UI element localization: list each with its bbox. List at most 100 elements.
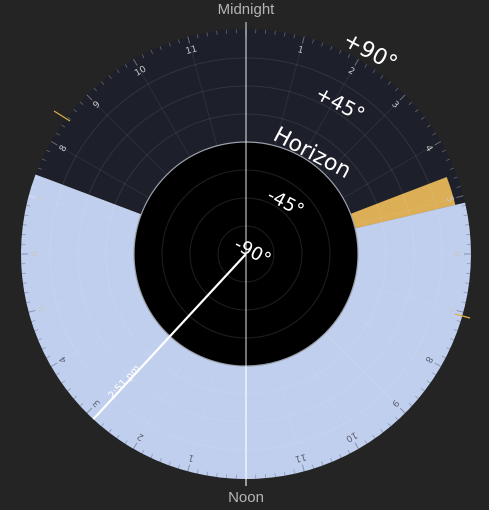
hour-tick: [28, 195, 36, 199]
hour-tick: [46, 355, 51, 359]
hour-tick: [124, 64, 128, 68]
hour-tick: [274, 30, 276, 35]
hour-label: 2: [136, 431, 146, 443]
hour-tick: [50, 362, 58, 367]
hour-tick: [354, 442, 359, 450]
hour-label: 1: [187, 452, 195, 463]
hour-gridline: [342, 309, 437, 365]
hour-tick: [67, 388, 71, 392]
hour-tick: [274, 473, 276, 478]
hour-tick: [108, 75, 112, 79]
sunrise-horizon-line: [53, 110, 71, 122]
hour-tick: [46, 149, 51, 153]
hour-tick: [150, 454, 153, 459]
hour-tick: [465, 282, 470, 284]
hour-tick: [141, 54, 145, 59]
hour-tick: [432, 132, 436, 136]
hour-tick: [26, 204, 31, 207]
hour-tick: [330, 458, 333, 463]
hour-tick: [293, 469, 296, 474]
hour-tick: [387, 423, 391, 427]
hour-tick: [79, 403, 84, 407]
hour-tick: [31, 186, 36, 188]
hour-tick: [101, 423, 105, 427]
hour-tick: [61, 124, 66, 128]
hour-tick: [441, 355, 446, 359]
hour-tick: [339, 49, 342, 54]
hour-label: 8: [422, 354, 434, 364]
hour-tick: [37, 167, 42, 170]
hour-tick: [434, 141, 442, 146]
hour-tick: [168, 42, 171, 47]
current-time-hand[interactable]: [92, 253, 247, 420]
hour-tick: [178, 464, 180, 469]
hour-tick: [446, 158, 451, 161]
hour-tick: [216, 30, 218, 35]
hour-tick: [22, 224, 27, 226]
hour-gridline: [301, 350, 357, 445]
hour-tick: [387, 81, 391, 85]
hour-tick: [22, 282, 27, 284]
hour-tick: [312, 464, 314, 469]
hour-gridline: [90, 332, 168, 410]
hour-tick: [73, 109, 77, 113]
sunset-horizon-line: [454, 313, 471, 319]
hour-label: 3: [92, 397, 103, 408]
hour-tick: [178, 39, 180, 44]
noon-label: Noon: [228, 489, 264, 506]
hour-tick: [347, 54, 351, 59]
hour-gridline: [324, 98, 402, 176]
hour-tick: [461, 301, 466, 304]
hour-tick: [453, 176, 458, 179]
hour-label: 5: [444, 195, 455, 203]
hour-gridline: [33, 196, 138, 226]
hour-tick: [116, 434, 120, 439]
hour-tick: [465, 224, 470, 226]
hour-tick: [415, 109, 419, 113]
hour-tick: [101, 81, 105, 85]
hour-tick: [133, 442, 138, 450]
hour-tick: [67, 116, 71, 120]
hour-gridline: [135, 350, 191, 445]
hour-tick: [364, 440, 368, 444]
hour-tick: [456, 320, 461, 322]
hour-tick: [26, 301, 31, 304]
hour-tick: [372, 434, 376, 439]
hour-tick: [432, 372, 436, 376]
hour-tick: [415, 395, 419, 399]
hour-tick: [206, 471, 208, 476]
hour-tick: [380, 429, 384, 433]
hour-tick: [347, 449, 351, 454]
hour-gridline: [55, 309, 150, 365]
hour-tick: [206, 32, 208, 37]
hour-tick: [37, 338, 42, 341]
hour-label: 6: [452, 251, 462, 257]
hour-gridline: [188, 362, 218, 467]
hour-gridline: [301, 63, 357, 158]
hour-tick: [133, 58, 138, 66]
hour-tick: [187, 36, 191, 44]
hour-tick: [34, 329, 39, 332]
hour-tick: [24, 214, 29, 216]
hour-tick: [426, 124, 431, 128]
hour-tick: [108, 429, 112, 433]
hour-tick: [56, 132, 60, 136]
hour-tick: [372, 69, 376, 74]
hour-label: 1: [296, 45, 304, 56]
hour-tick: [86, 407, 93, 414]
hour-tick: [330, 45, 333, 50]
hour-gridline: [33, 282, 138, 312]
hour-tick: [456, 309, 464, 313]
evening-golden-hour-sector: [350, 176, 456, 229]
hour-label: 2: [346, 66, 356, 78]
hour-label: 11: [185, 44, 199, 57]
hour-label: 7: [37, 195, 48, 203]
hour-tick: [321, 42, 324, 47]
hour-tick: [426, 380, 431, 384]
hour-tick: [196, 469, 199, 474]
hour-tick: [399, 407, 406, 414]
hour-tick: [339, 454, 342, 459]
hour-tick: [168, 461, 171, 466]
hour-tick: [434, 362, 442, 367]
